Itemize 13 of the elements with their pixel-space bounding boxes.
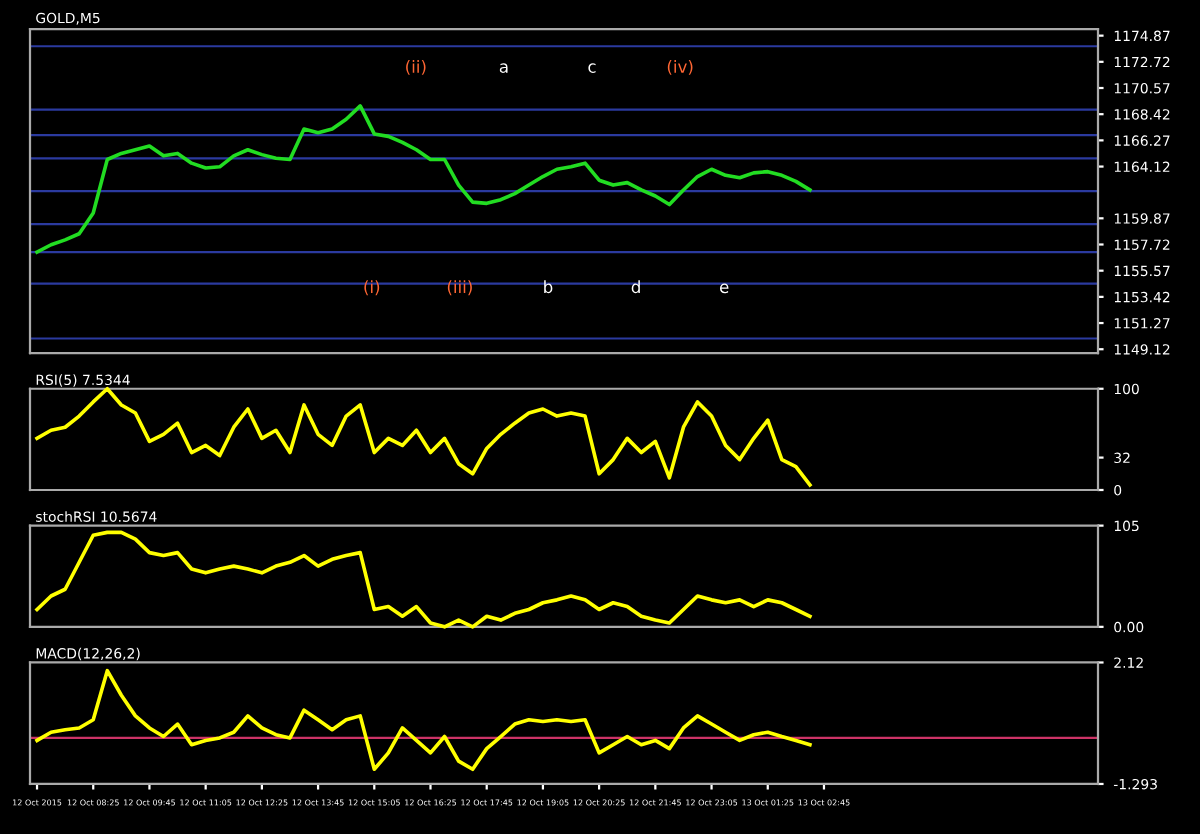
line-series (35, 668, 812, 772)
annotation: d (631, 280, 640, 294)
line-series (35, 530, 812, 629)
annotation: c (588, 63, 596, 73)
annotation: a (499, 63, 508, 73)
annotation: (iii) (447, 280, 472, 296)
annotation: (i) (364, 280, 380, 296)
line-series (35, 386, 812, 487)
annotation: (ii) (406, 60, 426, 75)
line-series (35, 104, 812, 254)
annotation: b (544, 280, 553, 294)
annotation: (iv) (667, 60, 693, 75)
annotation: e (719, 283, 729, 294)
